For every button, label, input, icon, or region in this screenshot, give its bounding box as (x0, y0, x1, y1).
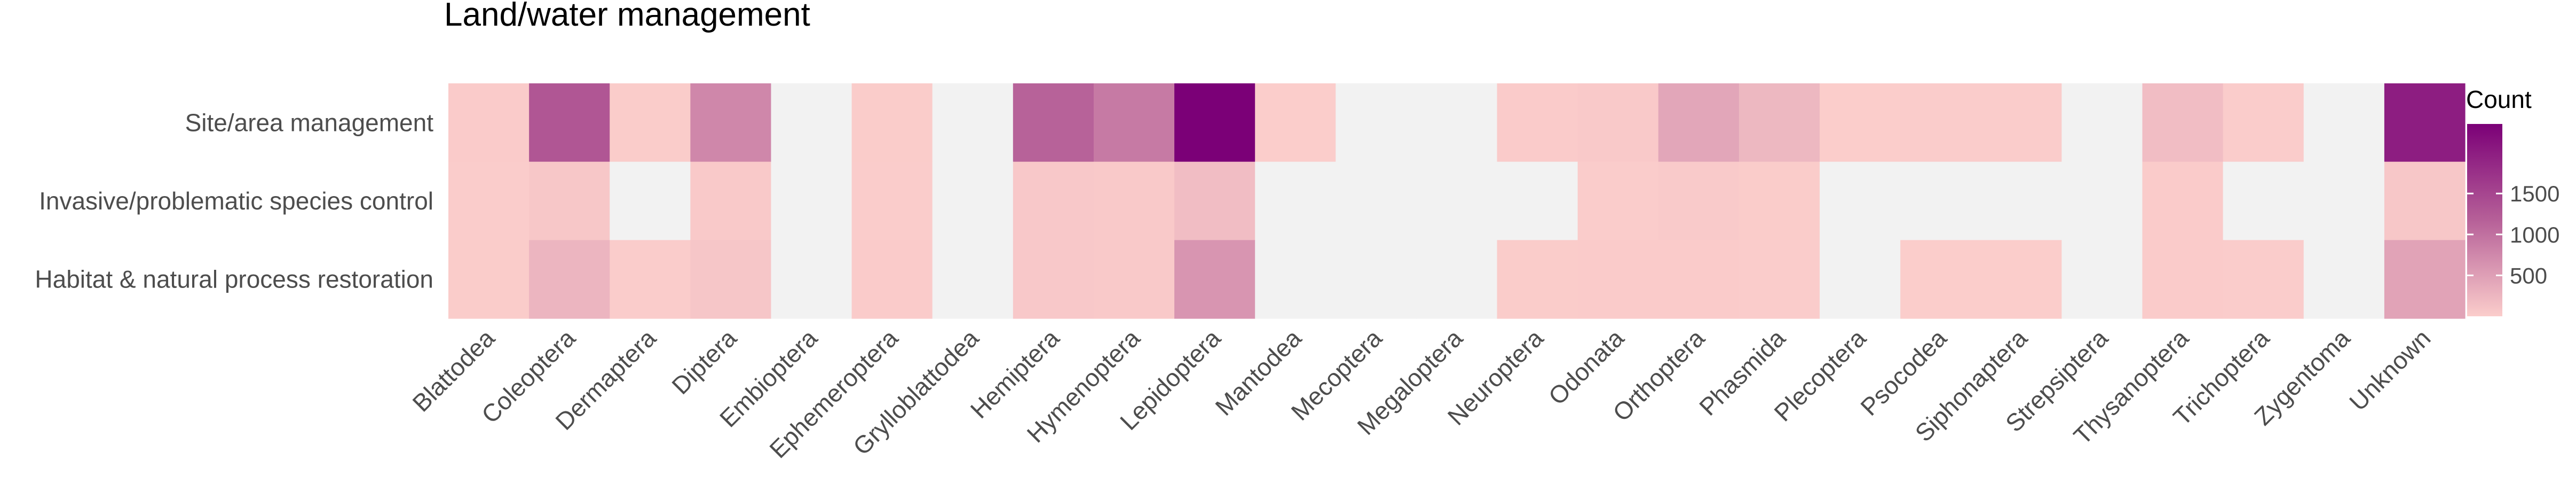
heatmap-cell (2223, 83, 2304, 162)
heatmap-cell (1497, 240, 1578, 319)
heatmap-cell (1174, 240, 1255, 319)
heatmap-cell (2061, 83, 2143, 162)
heatmap-cell (2142, 240, 2224, 319)
heatmap-cell (2061, 240, 2143, 319)
row-label: Habitat & natural process restoration (35, 266, 433, 293)
heatmap-cell (1981, 83, 2062, 162)
legend-tick-label: 1000 (2510, 222, 2559, 247)
heatmap-cell (448, 240, 530, 319)
heatmap-cell (2384, 83, 2466, 162)
heatmap-cell (2142, 161, 2224, 240)
heatmap-cell (1497, 161, 1578, 240)
heatmap-cell (690, 83, 772, 162)
color-legend: Count 500 1000 1500 (2466, 85, 2559, 316)
heatmap-cell (1900, 240, 1981, 319)
heatmap-cell (1174, 161, 1255, 240)
legend-colorbar (2467, 124, 2502, 316)
heatmap-cell (1093, 240, 1175, 319)
heatmap-cell (1577, 240, 1659, 319)
heatmap-cell (1416, 161, 1498, 240)
heatmap-cell (1336, 240, 1417, 319)
heatmap-cell (2303, 161, 2385, 240)
heatmap-cell (1820, 240, 1901, 319)
heatmap-cell (1739, 161, 1820, 240)
heatmap-cell (1416, 240, 1498, 319)
heatmap-cell (771, 161, 852, 240)
heatmap-cell (448, 161, 530, 240)
heatmap-cell (1820, 161, 1901, 240)
heatmap-cell (1577, 83, 1659, 162)
row-label: Invasive/problematic species control (39, 187, 433, 215)
legend-ticks: 500 1000 1500 (2467, 181, 2559, 288)
row-labels: Site/area management Invasive/problematic… (35, 108, 433, 293)
heatmap-cell (1658, 161, 1740, 240)
heatmap-cell (851, 161, 933, 240)
heatmap-cell (1739, 83, 1820, 162)
heatmap-cell (2303, 83, 2385, 162)
heatmap-cell (771, 240, 852, 319)
heatmap-cell (1900, 83, 1981, 162)
heatmap-cell (932, 161, 1014, 240)
heatmap-cell (1255, 83, 1336, 162)
heatmap-cell (1336, 83, 1417, 162)
column-label: Diptera (666, 324, 742, 400)
heatmap-cell (1981, 161, 2062, 240)
heatmap-cell (1255, 161, 1336, 240)
heatmap-cell (2303, 240, 2385, 319)
heatmap-cell (1255, 240, 1336, 319)
heatmap-cell (690, 161, 772, 240)
heatmap-cell (2384, 161, 2466, 240)
legend-tick-label: 1500 (2510, 181, 2559, 206)
heatmap-cell (1577, 161, 1659, 240)
heatmap-cell (932, 240, 1014, 319)
heatmap-cell (1416, 83, 1498, 162)
heatmap-cell (1013, 240, 1094, 319)
heatmap-cell (1658, 240, 1740, 319)
heatmap-cell (1093, 83, 1175, 162)
heatmap-cell (529, 240, 610, 319)
heatmap-cell (1336, 161, 1417, 240)
heatmap-cells (448, 83, 2466, 319)
heatmap-cell (610, 161, 691, 240)
heatmap-cell (932, 83, 1014, 162)
heatmap-cell (1820, 83, 1901, 162)
heatmap-cell (529, 83, 610, 162)
heatmap-cell (851, 83, 933, 162)
heatmap-cell (2223, 240, 2304, 319)
heatmap-cell (529, 161, 610, 240)
heatmap-cell (1093, 161, 1175, 240)
heatmap-cell (610, 240, 691, 319)
heatmap-cell (2223, 161, 2304, 240)
row-label: Site/area management (185, 108, 434, 136)
heatmap-cell (1013, 83, 1094, 162)
heatmap-cell (1981, 240, 2062, 319)
heatmap-cell (1497, 83, 1578, 162)
heatmap-cell (851, 240, 933, 319)
heatmap-cell (448, 83, 530, 162)
heatmap-cell (1013, 161, 1094, 240)
heatmap-cell (1739, 240, 1820, 319)
heatmap-cell (2142, 83, 2224, 162)
heatmap-cell (610, 83, 691, 162)
heatmap-cell (771, 83, 852, 162)
column-label: Unknown (2344, 324, 2436, 416)
heatmap-cell (1658, 83, 1740, 162)
heatmap-cell (1174, 83, 1255, 162)
legend-title: Count (2466, 85, 2532, 113)
chart-title: Land/water management (444, 0, 810, 33)
legend-tick-label: 500 (2510, 263, 2547, 288)
heatmap-cell (690, 240, 772, 319)
heatmap-cell (2061, 161, 2143, 240)
heatmap-cell (1900, 161, 1981, 240)
heatmap-cell (2384, 240, 2466, 319)
